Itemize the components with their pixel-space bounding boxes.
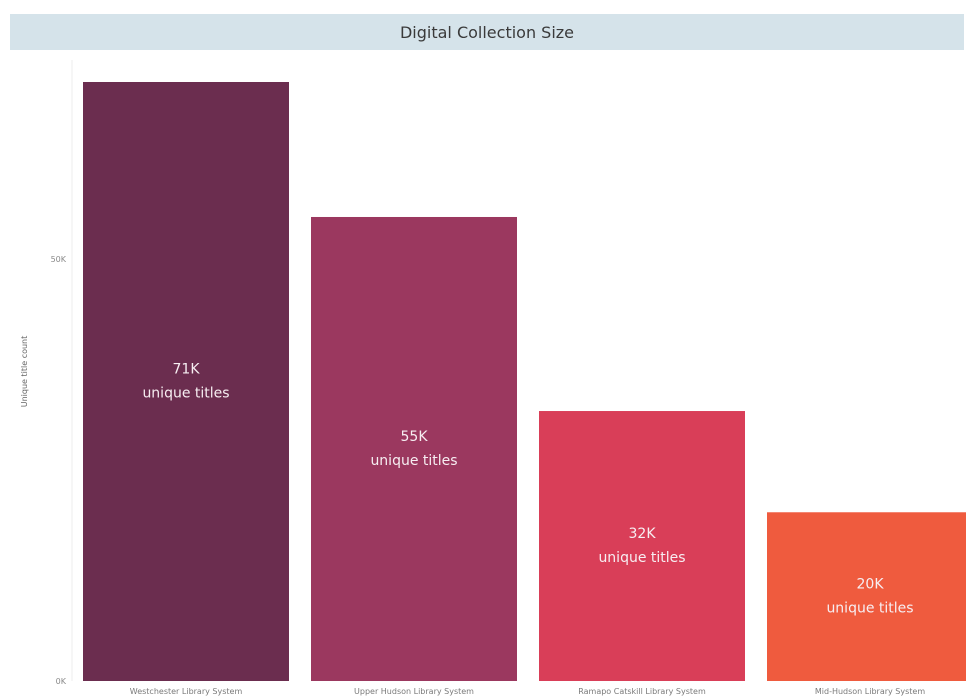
bar-unit-label: unique titles [370, 453, 457, 469]
bar-unit-label: unique titles [142, 386, 229, 402]
x-category-label: Upper Hudson Library System [354, 687, 474, 696]
bar [767, 512, 966, 681]
bar [83, 82, 289, 681]
bar-value-label: 55K [401, 429, 429, 445]
bar-unit-label: unique titles [826, 601, 913, 617]
y-axis-title: Unique title count [20, 336, 29, 408]
bar-unit-label: unique titles [598, 550, 685, 566]
bar-group: 20K unique titles Mid-Hudson Library Syste… [767, 512, 966, 696]
bar-value-label: 20K [857, 577, 885, 593]
bar [311, 216, 517, 682]
y-tick-label: 0K [56, 677, 67, 686]
bar-group: 32K unique titles Ramapo Catskill Library … [539, 411, 745, 696]
x-category-label: Mid-Hudson Library System [815, 687, 925, 696]
bar-value-label: 32K [629, 526, 657, 542]
bar-group: 71K unique titles Westchester Library Syst… [83, 82, 289, 696]
x-category-label: Ramapo Catskill Library System [578, 687, 706, 696]
y-tick-label: 50K [51, 255, 67, 264]
chart-title-bar: Digital Collection Size [10, 14, 964, 50]
chart-title: Digital Collection Size [399, 22, 575, 42]
bar-group: 55K unique titles Upper Hudson Library Sys… [311, 216, 517, 696]
x-category-label: Westchester Library System [130, 687, 243, 696]
bar [539, 411, 745, 681]
bar-value-label: 71K [173, 362, 201, 378]
